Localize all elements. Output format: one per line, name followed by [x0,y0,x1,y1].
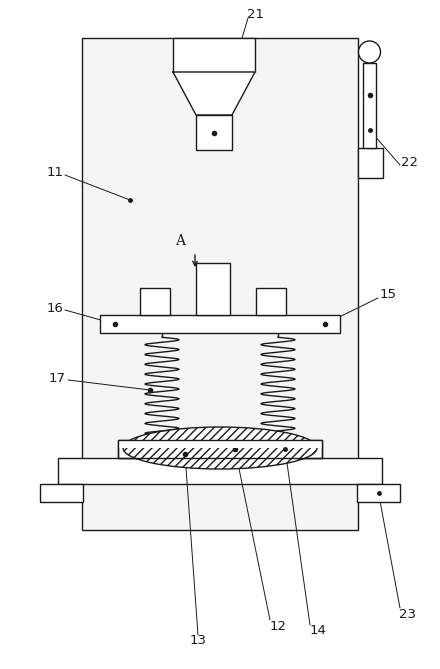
Text: 17: 17 [48,371,66,385]
Bar [256,288,286,315]
Bar [357,484,400,502]
Circle shape [359,41,381,63]
Text: 16: 16 [47,302,63,314]
Text: 21: 21 [246,7,264,21]
Text: 23: 23 [400,607,417,621]
Bar [118,440,322,448]
Text: 13: 13 [190,634,206,648]
Text: 14: 14 [310,624,326,638]
Text: 12: 12 [269,619,286,632]
Bar [196,263,230,315]
Ellipse shape [123,427,317,469]
Text: 11: 11 [47,165,63,179]
Bar [82,38,358,530]
Bar [358,148,383,178]
Bar [173,38,255,72]
Text: 22: 22 [401,157,418,169]
Bar [118,440,322,458]
Bar [140,288,170,315]
Bar [100,315,340,333]
Bar [40,484,83,502]
Bar [118,440,322,458]
Text: A: A [175,234,185,248]
Bar [58,458,382,484]
Bar [196,115,232,150]
Text: 15: 15 [379,288,396,302]
Bar [363,63,376,148]
Polygon shape [173,72,255,115]
